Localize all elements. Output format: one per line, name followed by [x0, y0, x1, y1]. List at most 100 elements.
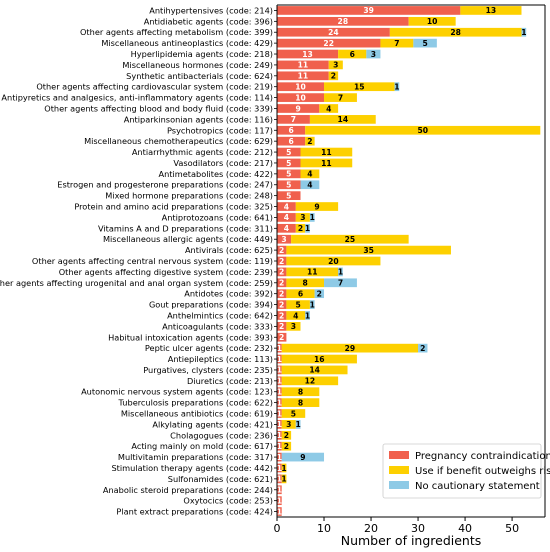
bar-segment-use-if-benefit-outweighs-risk	[281, 365, 348, 375]
data-label: 6	[298, 289, 303, 298]
bar-segment-pregnancy-contraindications	[277, 125, 306, 135]
bar-segment-pregnancy-contraindications	[277, 430, 282, 440]
data-label: 1	[281, 475, 286, 484]
data-label: 15	[354, 83, 365, 92]
data-label: 3	[286, 420, 291, 429]
category-label: Miscellaneous allergic agents (code: 449…	[103, 234, 273, 244]
bar-segment-no-cautionary-statement	[366, 49, 381, 59]
bar-segment-pregnancy-contraindications	[277, 332, 287, 342]
data-label: 2	[279, 333, 284, 342]
legend-swatch	[389, 481, 409, 489]
data-label: 39	[363, 6, 374, 15]
data-label: 20	[328, 257, 339, 266]
bar-segment-pregnancy-contraindications	[277, 387, 282, 397]
bar-segment-pregnancy-contraindications	[277, 82, 325, 92]
category-label: Miscellaneous chemotherapeutics (code: 6…	[84, 136, 273, 146]
data-label: 1	[277, 453, 282, 462]
bar-segment-use-if-benefit-outweighs-risk	[328, 60, 343, 70]
data-label: 11	[298, 61, 309, 70]
bar-segment-use-if-benefit-outweighs-risk	[319, 104, 339, 113]
legend-label: Pregnancy contraindications	[415, 451, 550, 462]
category-label: Antihypertensives (code: 214)	[149, 5, 273, 15]
data-label: 1	[277, 431, 282, 440]
category-label: Anabolic steroid preparations (code: 244…	[103, 485, 273, 495]
bar-segment-use-if-benefit-outweighs-risk	[324, 82, 395, 92]
bar-segment-use-if-benefit-outweighs-risk	[286, 322, 301, 331]
data-label: 2	[298, 224, 303, 233]
bar-segment-use-if-benefit-outweighs-risk	[460, 6, 522, 15]
category-label: Other agents affecting cardiovascular sy…	[36, 82, 273, 92]
data-label: 6	[288, 126, 293, 135]
x-tick-label: 0	[274, 522, 281, 535]
data-label: 14	[338, 115, 349, 124]
bar-segment-use-if-benefit-outweighs-risk	[281, 463, 287, 473]
data-label: 9	[314, 202, 319, 211]
data-label: 3	[300, 213, 305, 222]
bar-segment-pregnancy-contraindications	[277, 104, 320, 113]
category-label: Plant extract preparations (code: 424)	[116, 507, 273, 517]
bar-segment-pregnancy-contraindications	[277, 322, 287, 331]
bar-segment-no-cautionary-statement	[314, 289, 325, 299]
category-label: Anthelmintics (code: 642)	[167, 310, 273, 320]
bar-segment-use-if-benefit-outweighs-risk	[324, 93, 357, 102]
data-label: 5	[286, 191, 291, 200]
x-tick-label: 40	[458, 522, 472, 535]
category-label: Other agents affecting metabolism (code:…	[80, 27, 273, 37]
category-label: Synthetic antibacterials (code: 624)	[126, 71, 273, 81]
data-label: 1	[277, 464, 282, 473]
data-label: 5	[286, 159, 291, 168]
bar-segment-use-if-benefit-outweighs-risk	[281, 398, 320, 407]
bar-segment-pregnancy-contraindications	[277, 365, 282, 375]
data-label: 8	[303, 279, 308, 288]
data-label: 24	[328, 28, 339, 37]
data-label: 2	[279, 246, 284, 255]
bar-segment-pregnancy-contraindications	[277, 441, 282, 451]
data-label: 22	[323, 39, 334, 48]
category-label: Antivirals (code: 625)	[185, 245, 273, 255]
category-label: Miscellaneous hormones (code: 249)	[122, 60, 273, 70]
data-label: 29	[345, 344, 356, 353]
legend-label: No cautionary statement	[415, 481, 540, 492]
category-label: Estrogen and progesterone preparations (…	[57, 180, 273, 190]
category-label: Sulfonamides (code: 621)	[168, 474, 273, 484]
bar-segment-pregnancy-contraindications	[277, 507, 282, 516]
data-label: 4	[326, 104, 331, 113]
data-label: 1	[277, 409, 282, 418]
data-label: 6	[350, 50, 355, 59]
bar-segment-no-cautionary-statement	[338, 267, 343, 277]
data-label: 11	[321, 148, 332, 157]
bar-segment-pregnancy-contraindications	[277, 485, 282, 495]
bar-segment-no-cautionary-statement	[324, 278, 357, 288]
x-ticks: 0 10 20 30 40 50	[274, 517, 519, 535]
bar-segment-pregnancy-contraindications	[277, 191, 301, 200]
data-label: 3	[281, 235, 286, 244]
data-label: 1	[305, 311, 310, 320]
bar-segment-no-cautionary-statement	[418, 343, 428, 353]
category-label: Alkylating agents (code: 421)	[152, 419, 273, 429]
data-label: 2	[279, 311, 284, 320]
category-label: Vitamins A and D preparations (code: 311…	[98, 223, 273, 233]
data-label: 2	[279, 300, 284, 309]
category-label: Protein and amino acid preparations (cod…	[74, 202, 273, 212]
category-label: Antiepileptics (code: 113)	[168, 354, 273, 364]
category-label: Antipyretics and analgesics, anti-inflam…	[1, 93, 273, 103]
bar-segment-use-if-benefit-outweighs-risk	[286, 311, 306, 320]
legend-swatch	[389, 466, 409, 474]
bar-segment-no-cautionary-statement	[521, 27, 527, 37]
category-label: Antiparkinsonian agents (code: 116)	[124, 114, 273, 124]
legend-box	[382, 443, 542, 499]
data-label: 1	[277, 507, 282, 516]
bar-segment-pregnancy-contraindications	[277, 409, 282, 418]
category-label: Purgatives, clysters (code: 235)	[143, 365, 273, 375]
bar-segment-use-if-benefit-outweighs-risk	[286, 278, 325, 288]
bar-segment-no-cautionary-statement	[309, 300, 315, 309]
data-label: 1	[277, 496, 282, 505]
category-label: Habitual intoxication agents (code: 393)	[108, 332, 273, 342]
data-label: 7	[338, 93, 343, 102]
bar-segment-use-if-benefit-outweighs-risk	[305, 136, 315, 146]
data-label: 11	[321, 159, 332, 168]
bar-segment-use-if-benefit-outweighs-risk	[281, 420, 296, 429]
category-label: Antiarrhythmic agents (code: 212)	[132, 147, 273, 157]
bar-segment-pregnancy-contraindications	[277, 71, 329, 81]
